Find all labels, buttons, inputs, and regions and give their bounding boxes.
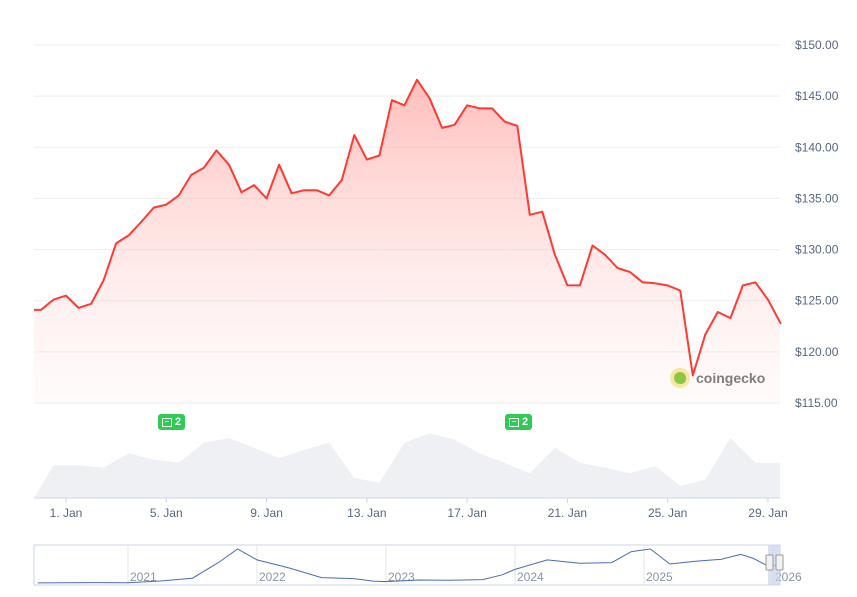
navigator-year-label: 2025: [646, 570, 673, 584]
coingecko-watermark: coingecko: [670, 368, 765, 388]
navigator-frame: [33, 544, 781, 586]
x-tick-label: 9. Jan: [250, 506, 283, 520]
x-tick-label: 29. Jan: [748, 506, 787, 520]
y-tick-label: $115.00: [795, 396, 838, 410]
x-tick-label: 5. Jan: [150, 506, 183, 520]
x-tick-label: 25. Jan: [648, 506, 687, 520]
navigator-year-label: 2024: [517, 570, 544, 584]
y-tick-label: $150.00: [795, 38, 839, 52]
y-tick-label: $130.00: [795, 243, 839, 257]
x-tick-label: 1. Jan: [50, 506, 83, 520]
news-flag[interactable]: 2: [158, 414, 186, 430]
navigator-handle[interactable]: [765, 554, 774, 571]
navigator-year-label: 2021: [130, 570, 157, 584]
gecko-logo-icon: [670, 368, 690, 388]
navigator-line: [37, 548, 781, 584]
x-tick-label: 21. Jan: [548, 506, 587, 520]
navigator-year-label: 2022: [259, 570, 286, 584]
volume-area: [34, 433, 780, 498]
flag-count: 2: [522, 416, 529, 428]
watermark-text: coingecko: [696, 370, 766, 386]
y-tick-label: $140.00: [795, 140, 839, 154]
navigator-year-label: 2026: [775, 570, 802, 584]
y-tick-label: $145.00: [795, 89, 839, 103]
news-icon: [509, 417, 519, 427]
y-tick-label: $120.00: [795, 345, 839, 359]
news-icon: [162, 417, 172, 427]
y-tick-label: $135.00: [795, 191, 839, 205]
navigator-handle[interactable]: [775, 554, 784, 571]
navigator-year-label: 2023: [388, 570, 415, 584]
flag-count: 2: [175, 416, 182, 428]
price-line: [34, 78, 782, 377]
y-tick-label: $125.00: [795, 294, 839, 308]
x-tick-label: 17. Jan: [447, 506, 486, 520]
news-flag[interactable]: 2: [505, 414, 533, 430]
price-area-fill: [34, 79, 781, 404]
x-tick-label: 13. Jan: [347, 506, 386, 520]
